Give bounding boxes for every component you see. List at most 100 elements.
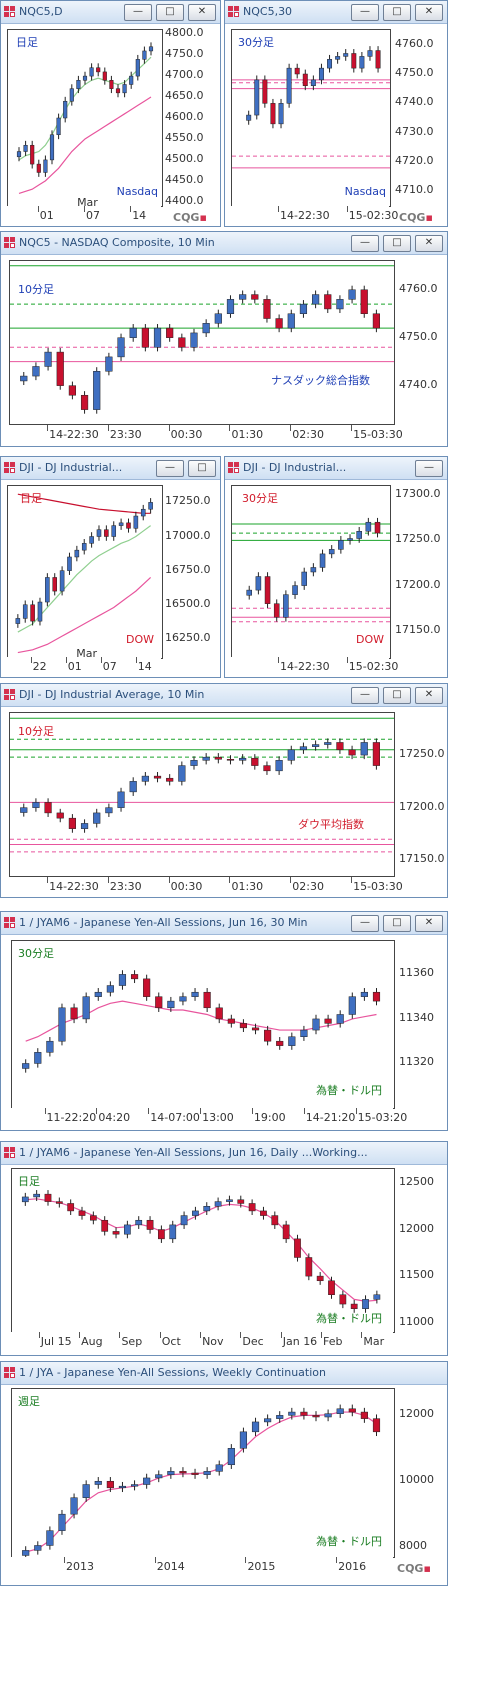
window-titlebar[interactable]: 1 / JYAM6 - Japanese Yen-All Sessions, J… xyxy=(1,1142,447,1165)
candlestick-chart xyxy=(10,717,394,853)
candle-body xyxy=(82,996,90,1020)
x-axis: 2013 2014 2015 2016 xyxy=(11,1557,393,1577)
price-plot[interactable]: 30分足 DOW xyxy=(231,485,391,659)
candle-body xyxy=(190,332,198,348)
price-plot[interactable]: 週足 為替・ドル円 xyxy=(11,1388,395,1558)
close-button[interactable]: ✕ xyxy=(415,915,443,932)
window-titlebar[interactable]: 1 / JYA - Japanese Yen-All Sessions, Wee… xyxy=(1,1362,447,1385)
candle-body xyxy=(318,67,324,81)
candle-body xyxy=(143,978,151,997)
timeframe-label: 日足 xyxy=(16,36,38,49)
candle-body xyxy=(166,777,174,782)
x-axis: 14-22:30 15-02:30 xyxy=(231,206,398,226)
window-titlebar[interactable]: DJI - DJ Industrial... — □ xyxy=(1,457,220,480)
candle-body xyxy=(248,1203,256,1212)
restore-button[interactable]: □ xyxy=(383,4,411,21)
candle-body xyxy=(239,1431,248,1449)
close-button[interactable]: ✕ xyxy=(188,4,216,21)
minimize-button[interactable]: — xyxy=(351,4,379,21)
candle-body xyxy=(118,1485,127,1489)
x-tick xyxy=(79,1332,81,1338)
close-button[interactable]: ✕ xyxy=(415,687,443,704)
candle-body xyxy=(239,757,247,761)
window-titlebar[interactable]: DJI - DJ Industrial... — xyxy=(225,457,447,480)
y-tick-label: 4760.0 xyxy=(399,281,438,295)
close-button[interactable]: ✕ xyxy=(415,4,443,21)
candle-body xyxy=(328,549,335,555)
x-tick xyxy=(119,1332,121,1338)
minimize-button[interactable]: — xyxy=(156,460,184,477)
y-tick-label: 10000 xyxy=(399,1473,434,1487)
candle-body xyxy=(367,50,373,57)
candle-body xyxy=(117,337,125,358)
window-titlebar[interactable]: 1 / JYAM6 - Japanese Yen-All Sessions, J… xyxy=(1,912,447,935)
x-tick-label: 2013 xyxy=(66,1560,94,1573)
candle-body xyxy=(262,79,268,104)
candle-body xyxy=(264,576,271,604)
x-tick-label: 15-03:30 xyxy=(353,880,403,893)
chart-window-nq-daily[interactable]: NQC5,D — □ ✕ 日足 Nasdaq 4800.0 4750.0 4700.0 4… xyxy=(0,0,221,227)
window-titlebar[interactable]: NQC5 - NASDAQ Composite, 10 Min — □ ✕ xyxy=(1,232,447,255)
price-plot[interactable]: 10分足 ダウ平均指数 xyxy=(9,712,395,877)
restore-button[interactable]: □ xyxy=(383,235,411,252)
candle-body xyxy=(93,812,101,824)
y-tick-label: 4700.0 xyxy=(165,68,204,82)
x-month-label: Mar xyxy=(76,647,97,660)
chart-window-dji-10min[interactable]: DJI - DJ Industrial Average, 10 Min — □ ✕ … xyxy=(0,683,448,898)
candle-body xyxy=(275,318,283,329)
chart-window-dji-30min[interactable]: DJI - DJ Industrial... — 30分足 DOW 17300.… xyxy=(224,456,448,678)
x-tick xyxy=(168,425,170,431)
candle-body xyxy=(55,1201,63,1204)
chart-window-jpy-weekly[interactable]: 1 / JYA - Japanese Yen-All Sessions, Wee… xyxy=(0,1361,448,1586)
candle-body xyxy=(33,1193,41,1198)
x-tick-label: Oct xyxy=(161,1335,181,1348)
candle-body xyxy=(312,1018,320,1031)
candle-body xyxy=(324,294,332,310)
candle-body xyxy=(23,144,28,152)
candle-body xyxy=(360,289,368,314)
price-plot[interactable]: 30分足 為替・ドル円 xyxy=(11,940,395,1109)
window-titlebar[interactable]: NQC5,D — □ ✕ xyxy=(1,1,220,24)
chart-window-nasdaq-10min[interactable]: NQC5 - NASDAQ Composite, 10 Min — □ ✕ 10分足… xyxy=(0,231,448,447)
chart-window-jpy-30min[interactable]: 1 / JYAM6 - Japanese Yen-All Sessions, J… xyxy=(0,911,448,1131)
y-tick-label: 4740.0 xyxy=(395,95,434,109)
price-plot[interactable]: 日足 為替・ドル円 xyxy=(11,1168,395,1333)
candle-body xyxy=(148,502,153,510)
price-plot[interactable]: 10分足 ナスダック総合指数 xyxy=(9,260,395,425)
cqg-logo: CQG▪ xyxy=(399,211,433,224)
app-logo-icon xyxy=(4,689,16,701)
restore-button[interactable]: □ xyxy=(383,687,411,704)
window-titlebar[interactable]: DJI - DJ Industrial Average, 10 Min — □ ✕ xyxy=(1,684,447,707)
candle-body xyxy=(59,570,65,592)
minimize-button[interactable]: — xyxy=(351,235,379,252)
x-tick xyxy=(346,206,348,212)
minimize-button[interactable]: — xyxy=(415,460,443,477)
minimize-button[interactable]: — xyxy=(124,4,152,21)
close-button[interactable]: ✕ xyxy=(415,235,443,252)
candle-body xyxy=(214,1201,222,1207)
candlestick-chart xyxy=(232,517,390,623)
candle-body xyxy=(21,1196,29,1203)
price-plot[interactable]: 日足 Nasdaq xyxy=(7,29,163,207)
y-tick-label: 4760.0 xyxy=(395,36,434,50)
restore-button[interactable]: □ xyxy=(383,915,411,932)
window-titlebar[interactable]: NQC5,30 — □ ✕ xyxy=(225,1,447,24)
chart-window-jpy-daily[interactable]: 1 / JYAM6 - Japanese Yen-All Sessions, J… xyxy=(0,1141,448,1356)
x-tick xyxy=(303,1108,305,1114)
minimize-button[interactable]: — xyxy=(351,687,379,704)
restore-button[interactable]: □ xyxy=(156,4,184,21)
x-tick-label: Jul 15 xyxy=(40,1335,72,1348)
chart-window-nq-30min[interactable]: NQC5,30 — □ ✕ 30分足 Nasdaq 4760.0 4750.0 4740… xyxy=(224,0,448,227)
price-plot[interactable]: 日足 DOW xyxy=(7,485,163,659)
candle-body xyxy=(373,1294,381,1300)
price-plot[interactable]: 30分足 Nasdaq xyxy=(231,29,391,207)
timeframe-label: 日足 xyxy=(20,492,42,505)
x-tick xyxy=(44,1108,46,1114)
restore-button[interactable]: □ xyxy=(188,460,216,477)
candle-body xyxy=(347,538,353,541)
chart-window-dji-daily[interactable]: DJI - DJ Industrial... — □ 日足 DOW 17250.0… xyxy=(0,456,221,678)
minimize-button[interactable]: — xyxy=(351,915,379,932)
candle-body xyxy=(80,823,89,829)
x-tick-label: Nov xyxy=(202,1335,224,1348)
y-tick-label: 11360 xyxy=(399,966,434,980)
